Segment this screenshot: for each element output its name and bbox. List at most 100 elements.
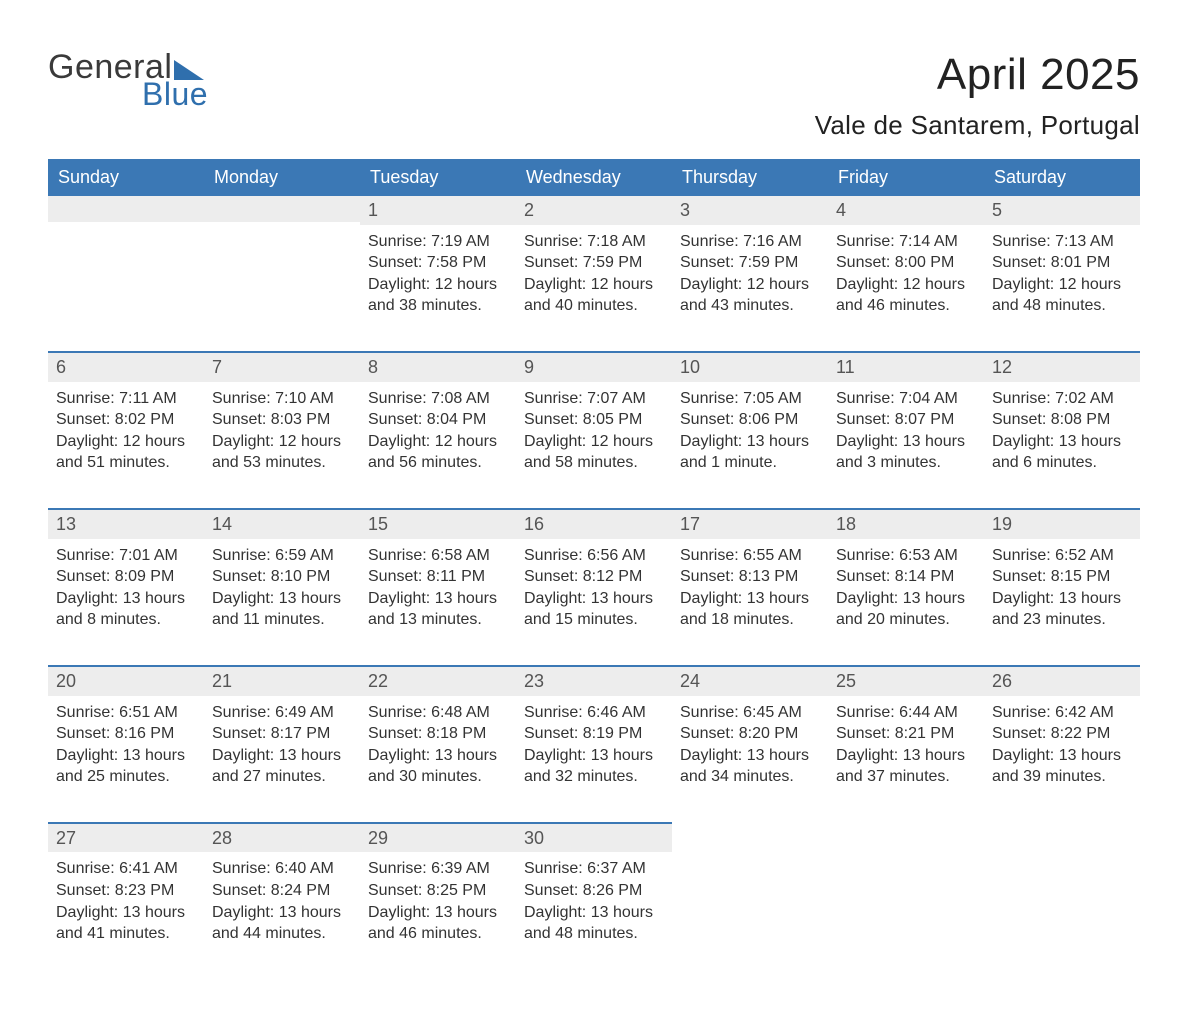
calendar-cell: 7Sunrise: 7:10 AMSunset: 8:03 PMDaylight… — [204, 351, 360, 508]
sunrise-value: 6:52 AM — [1055, 547, 1114, 564]
sunrise-value: 6:46 AM — [587, 704, 646, 721]
sunset-value: 8:12 PM — [583, 568, 643, 585]
sunrise-label: Sunrise: — [992, 233, 1051, 250]
sunset-value: 8:22 PM — [1051, 725, 1111, 742]
sunrise-value: 7:10 AM — [275, 390, 334, 407]
day-number-bar: 10 — [672, 351, 828, 382]
sunset-line: Sunset: 8:03 PM — [212, 409, 352, 431]
daylight-line: Daylight: 13 hours and 23 minutes. — [992, 588, 1132, 631]
empty-cell — [48, 196, 204, 351]
sunset-value: 8:04 PM — [427, 411, 487, 428]
logo-text-blue: Blue — [142, 78, 208, 110]
sunrise-value: 7:05 AM — [743, 390, 802, 407]
daylight-line: Daylight: 13 hours and 39 minutes. — [992, 745, 1132, 788]
weekday-header: Thursday — [672, 159, 828, 196]
sunrise-label: Sunrise: — [836, 547, 895, 564]
sunrise-label: Sunrise: — [56, 547, 115, 564]
day-number: 12 — [992, 357, 1012, 377]
sunrise-value: 6:53 AM — [899, 547, 958, 564]
sunrise-label: Sunrise: — [368, 547, 427, 564]
sunset-line: Sunset: 8:19 PM — [524, 723, 664, 745]
sunset-value: 8:08 PM — [1051, 411, 1111, 428]
day-number-bar: 21 — [204, 665, 360, 696]
daylight-label: Daylight: — [524, 904, 586, 921]
daylight-line: Daylight: 13 hours and 11 minutes. — [212, 588, 352, 631]
day-number-bar: 25 — [828, 665, 984, 696]
day-number: 27 — [56, 828, 76, 848]
day-number-bar: 17 — [672, 508, 828, 539]
daylight-label: Daylight: — [368, 904, 430, 921]
sunset-label: Sunset: — [524, 568, 578, 585]
sunset-value: 8:07 PM — [895, 411, 955, 428]
sunset-line: Sunset: 8:11 PM — [368, 566, 508, 588]
sunset-line: Sunset: 8:00 PM — [836, 252, 976, 274]
day-number-bar: 23 — [516, 665, 672, 696]
daylight-label: Daylight: — [212, 904, 274, 921]
daylight-line: Daylight: 13 hours and 46 minutes. — [368, 902, 508, 945]
sunset-label: Sunset: — [836, 254, 890, 271]
daylight-label: Daylight: — [680, 276, 742, 293]
calendar-cell: 28Sunrise: 6:40 AMSunset: 8:24 PMDayligh… — [204, 822, 360, 979]
daylight-line: Daylight: 13 hours and 48 minutes. — [524, 902, 664, 945]
calendar-cell: 15Sunrise: 6:58 AMSunset: 8:11 PMDayligh… — [360, 508, 516, 665]
daylight-label: Daylight: — [992, 747, 1054, 764]
sunset-value: 8:03 PM — [271, 411, 331, 428]
sunrise-value: 7:02 AM — [1055, 390, 1114, 407]
calendar-cell: 2Sunrise: 7:18 AMSunset: 7:59 PMDaylight… — [516, 196, 672, 351]
day-number-bar: 3 — [672, 196, 828, 225]
day-number: 25 — [836, 671, 856, 691]
sunset-label: Sunset: — [56, 568, 110, 585]
calendar-grid: 1Sunrise: 7:19 AMSunset: 7:58 PMDaylight… — [48, 196, 1140, 979]
sunrise-line: Sunrise: 7:10 AM — [212, 388, 352, 410]
day-number: 4 — [836, 200, 846, 220]
sunrise-line: Sunrise: 6:55 AM — [680, 545, 820, 567]
daylight-line: Daylight: 12 hours and 51 minutes. — [56, 431, 196, 474]
sunset-value: 8:14 PM — [895, 568, 955, 585]
sunrise-label: Sunrise: — [524, 704, 583, 721]
sunset-value: 8:15 PM — [1051, 568, 1111, 585]
day-number-bar: 1 — [360, 196, 516, 225]
calendar-cell: 26Sunrise: 6:42 AMSunset: 8:22 PMDayligh… — [984, 665, 1140, 822]
daylight-label: Daylight: — [836, 276, 898, 293]
sunrise-label: Sunrise: — [836, 390, 895, 407]
calendar-cell: 27Sunrise: 6:41 AMSunset: 8:23 PMDayligh… — [48, 822, 204, 979]
sunrise-label: Sunrise: — [836, 704, 895, 721]
day-number: 17 — [680, 514, 700, 534]
day-number-bar: 27 — [48, 822, 204, 853]
sunrise-value: 7:19 AM — [431, 233, 490, 250]
calendar-cell: 16Sunrise: 6:56 AMSunset: 8:12 PMDayligh… — [516, 508, 672, 665]
calendar-cell: 10Sunrise: 7:05 AMSunset: 8:06 PMDayligh… — [672, 351, 828, 508]
calendar-cell: 30Sunrise: 6:37 AMSunset: 8:26 PMDayligh… — [516, 822, 672, 979]
sunset-line: Sunset: 8:07 PM — [836, 409, 976, 431]
sunset-value: 8:13 PM — [739, 568, 799, 585]
sunset-label: Sunset: — [56, 411, 110, 428]
sunset-label: Sunset: — [212, 882, 266, 899]
sunrise-value: 6:56 AM — [587, 547, 646, 564]
sunset-label: Sunset: — [368, 254, 422, 271]
daylight-label: Daylight: — [56, 433, 118, 450]
day-number-bar: 30 — [516, 822, 672, 853]
sunrise-line: Sunrise: 6:51 AM — [56, 702, 196, 724]
sunset-label: Sunset: — [56, 725, 110, 742]
sunset-line: Sunset: 8:12 PM — [524, 566, 664, 588]
day-number-bar: 28 — [204, 822, 360, 853]
calendar-cell: 19Sunrise: 6:52 AMSunset: 8:15 PMDayligh… — [984, 508, 1140, 665]
sunrise-line: Sunrise: 6:58 AM — [368, 545, 508, 567]
day-number: 9 — [524, 357, 534, 377]
sunset-line: Sunset: 8:10 PM — [212, 566, 352, 588]
sunset-value: 8:16 PM — [115, 725, 175, 742]
day-number: 1 — [368, 200, 378, 220]
sunrise-label: Sunrise: — [368, 704, 427, 721]
sunrise-label: Sunrise: — [680, 704, 739, 721]
sunrise-line: Sunrise: 6:40 AM — [212, 858, 352, 880]
sunset-line: Sunset: 8:05 PM — [524, 409, 664, 431]
sunset-line: Sunset: 8:01 PM — [992, 252, 1132, 274]
sunrise-label: Sunrise: — [992, 390, 1051, 407]
daylight-line: Daylight: 12 hours and 56 minutes. — [368, 431, 508, 474]
sunset-value: 8:26 PM — [583, 882, 643, 899]
sunrise-value: 6:37 AM — [587, 860, 646, 877]
weekday-header: Wednesday — [516, 159, 672, 196]
sunset-label: Sunset: — [524, 725, 578, 742]
daylight-label: Daylight: — [680, 747, 742, 764]
daylight-line: Daylight: 13 hours and 27 minutes. — [212, 745, 352, 788]
